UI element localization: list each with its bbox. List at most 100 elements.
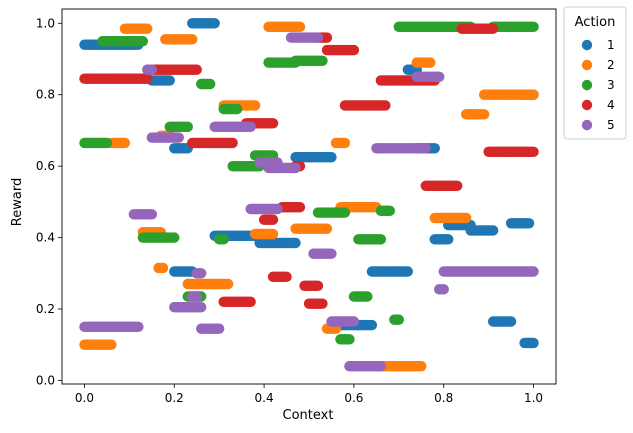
legend-marker-2	[581, 59, 593, 71]
legend: Action 1 2 3 4 5	[563, 6, 627, 140]
legend-label-1: 1	[607, 38, 615, 52]
data-point	[416, 360, 427, 372]
legend-marker-5	[581, 119, 593, 131]
data-point	[267, 214, 279, 225]
x-axis-label: Context	[283, 408, 334, 423]
plot-frame	[61, 8, 557, 385]
x-tick-label: 0.2	[165, 391, 184, 405]
data-point	[443, 234, 454, 245]
data-point	[142, 23, 153, 34]
data-point	[425, 57, 436, 68]
data-point	[317, 298, 328, 309]
data-point	[528, 89, 539, 100]
data-point	[245, 296, 256, 308]
data-point	[164, 75, 175, 86]
data-point	[434, 71, 445, 83]
legend-box	[563, 6, 627, 140]
series-action-5	[79, 32, 539, 372]
x-tick-label: 0.8	[434, 391, 453, 405]
legend-label-5: 5	[607, 118, 615, 132]
data-point	[452, 180, 463, 191]
data-point	[191, 64, 202, 75]
data-point	[478, 109, 490, 120]
data-point	[321, 223, 333, 234]
data-point	[380, 100, 391, 111]
data-point	[523, 218, 535, 229]
data-point	[218, 234, 229, 245]
data-point	[267, 228, 279, 240]
data-point	[281, 271, 292, 283]
data-point	[182, 121, 193, 133]
data-point	[290, 162, 301, 174]
data-point	[528, 146, 539, 158]
y-tick-label: 0.2	[36, 302, 55, 316]
data-point	[173, 132, 184, 143]
data-point	[528, 266, 539, 277]
data-point	[101, 137, 113, 149]
y-tick-label: 0.8	[36, 88, 55, 102]
data-point	[213, 323, 225, 334]
data-point	[146, 209, 158, 220]
legend-marker-3	[581, 79, 593, 91]
data-point	[205, 78, 216, 90]
y-tick-label: 0.6	[36, 159, 55, 173]
data-point	[196, 302, 207, 313]
data-point	[245, 121, 256, 133]
x-tick-label: 0.4	[255, 391, 274, 405]
y-axis: 0.0 0.2 0.4 0.6 0.8 1.0	[36, 16, 62, 387]
x-tick-label: 0.6	[344, 391, 363, 405]
data-point	[169, 232, 180, 243]
data-point	[487, 225, 499, 236]
data-point	[321, 32, 333, 43]
data-point	[137, 35, 149, 47]
data-point	[420, 143, 431, 154]
data-point	[317, 55, 328, 66]
data-point	[312, 32, 324, 43]
data-point	[375, 360, 387, 372]
legend-marker-4	[581, 99, 593, 111]
series-action-3	[79, 21, 539, 345]
data-point	[290, 237, 301, 249]
data-point	[344, 334, 355, 345]
data-point	[393, 314, 405, 325]
data-point	[222, 278, 234, 290]
data-point	[326, 152, 337, 163]
data-point	[339, 207, 351, 218]
legend-title: Action	[575, 15, 616, 30]
data-point	[505, 316, 517, 327]
data-point	[209, 18, 220, 29]
data-point	[191, 291, 202, 302]
data-point	[231, 103, 243, 115]
data-point	[362, 291, 373, 302]
data-point	[312, 280, 324, 291]
data-point	[196, 268, 207, 279]
legend-label-4: 4	[607, 98, 615, 112]
data-point	[294, 21, 306, 33]
legend-label-3: 3	[607, 78, 615, 92]
data-point	[294, 202, 306, 213]
data-point	[348, 44, 360, 56]
data-point	[249, 100, 261, 111]
data-point	[106, 339, 117, 350]
data-point	[326, 248, 337, 259]
data-point	[146, 64, 158, 75]
data-point	[528, 337, 539, 349]
data-point	[227, 137, 238, 149]
plot-marks	[79, 18, 539, 372]
data-point	[460, 212, 472, 224]
data-point	[528, 21, 539, 33]
data-point	[348, 316, 360, 327]
data-point	[339, 137, 351, 149]
data-point	[438, 284, 449, 295]
legend-label-2: 2	[607, 58, 615, 72]
data-point	[487, 23, 499, 34]
x-axis: 0.0 0.2 0.4 0.6 0.8 1.0	[75, 384, 543, 405]
y-tick-label: 1.0	[36, 16, 55, 30]
y-tick-label: 0.0	[36, 373, 55, 387]
data-point	[267, 118, 279, 129]
legend-marker-1	[581, 39, 593, 51]
data-point	[402, 266, 413, 277]
data-point	[429, 143, 440, 154]
data-point	[142, 73, 153, 84]
